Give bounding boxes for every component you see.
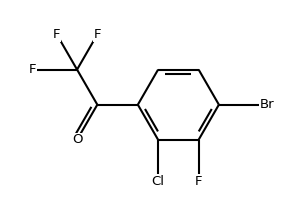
Text: F: F — [195, 175, 202, 188]
Text: F: F — [53, 28, 61, 41]
Text: Br: Br — [260, 98, 274, 111]
Text: F: F — [29, 63, 37, 76]
Text: O: O — [72, 133, 82, 146]
Text: F: F — [94, 28, 101, 41]
Text: Cl: Cl — [152, 175, 165, 188]
